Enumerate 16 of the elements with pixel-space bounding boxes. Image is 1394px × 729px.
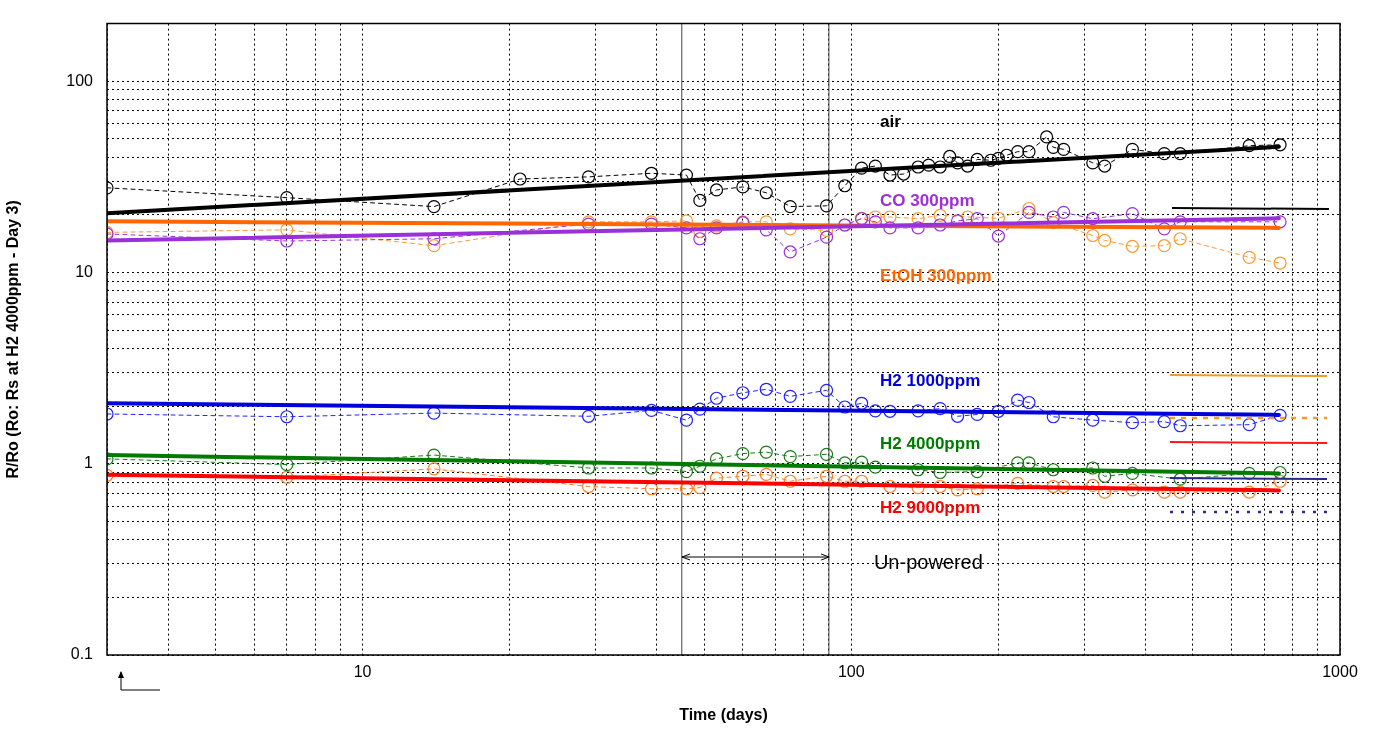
y-tick-label: 1 xyxy=(84,454,94,472)
y-tick-label: 100 xyxy=(66,71,94,89)
series-label: H2 4000ppm xyxy=(880,433,981,453)
series-label: H2 9000ppm xyxy=(880,497,981,517)
text: EtOH 300ppm xyxy=(880,266,992,286)
x-tick-label: 1000 xyxy=(1322,663,1358,681)
annotation: Un-powered xyxy=(873,550,983,573)
y-axis-title: R/Ro (Ro: Rs at H2 4000ppm - Day 3) xyxy=(4,200,22,479)
y-tick-label: 10 xyxy=(75,262,94,280)
text: air xyxy=(880,112,902,132)
x-axis-title: Time (days) xyxy=(679,705,768,723)
series-label: H2 1000ppm xyxy=(880,370,981,390)
series-label: CO 300ppm xyxy=(880,190,975,210)
x-tick-label: 10 xyxy=(353,663,372,681)
y-tick-label: 0.1 xyxy=(70,645,94,663)
x-tick-label: 100 xyxy=(837,663,865,681)
